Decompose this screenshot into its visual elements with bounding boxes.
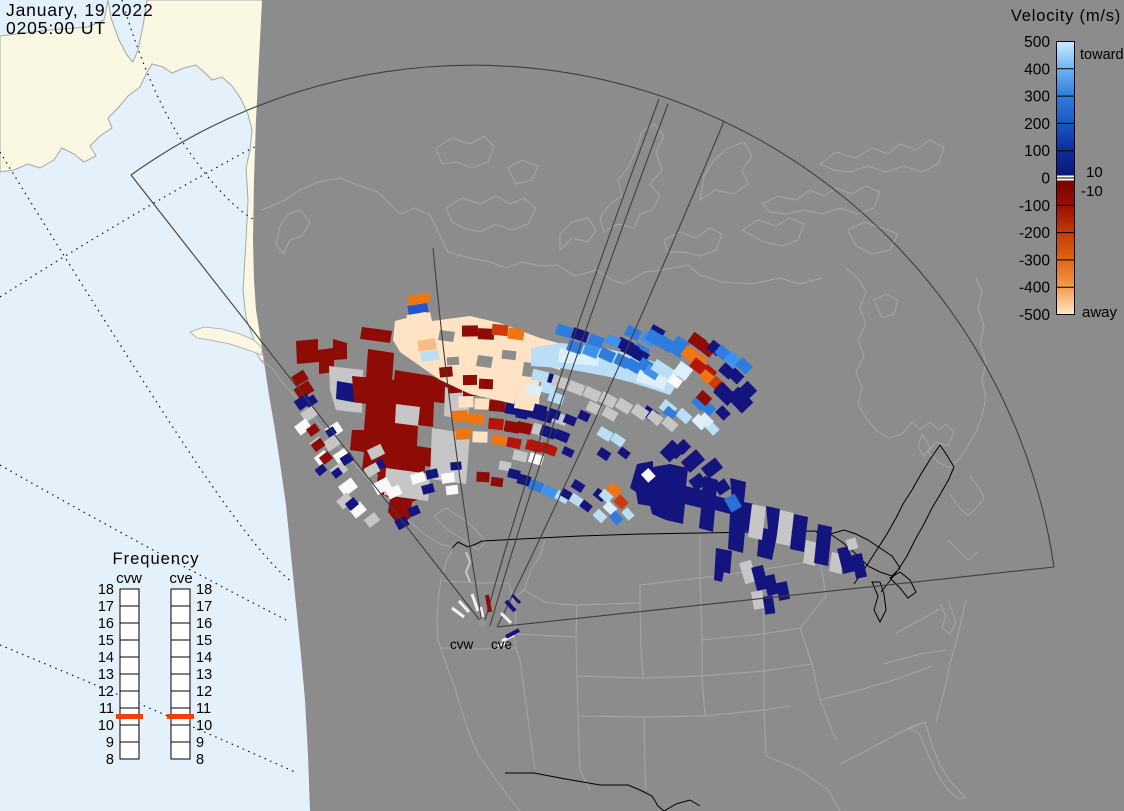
svg-text:0205:00 UT: 0205:00 UT — [6, 18, 106, 38]
svg-text:Frequency: Frequency — [113, 550, 200, 568]
svg-text:9: 9 — [106, 735, 114, 751]
svg-text:13: 13 — [98, 667, 114, 683]
svg-text:cvw: cvw — [450, 637, 474, 652]
svg-text:300: 300 — [1024, 89, 1050, 106]
svg-text:17: 17 — [98, 599, 114, 615]
svg-text:-400: -400 — [1019, 280, 1050, 297]
svg-text:15: 15 — [196, 633, 212, 649]
svg-text:500: 500 — [1024, 34, 1050, 51]
svg-text:January, 19 2022: January, 19 2022 — [6, 0, 154, 20]
svg-text:16: 16 — [98, 616, 114, 632]
svg-text:9: 9 — [196, 735, 204, 751]
svg-text:-500: -500 — [1019, 307, 1050, 324]
svg-text:12: 12 — [98, 684, 114, 700]
svg-text:toward: toward — [1080, 47, 1124, 63]
svg-text:400: 400 — [1024, 61, 1050, 78]
svg-text:17: 17 — [196, 599, 212, 615]
svg-text:cvw: cvw — [116, 570, 142, 587]
svg-text:Velocity (m/s): Velocity (m/s) — [1011, 7, 1121, 25]
svg-text:away: away — [1082, 304, 1118, 321]
svg-text:11: 11 — [99, 701, 114, 717]
svg-text:cve: cve — [491, 637, 512, 652]
svg-text:18: 18 — [98, 582, 114, 598]
svg-text:14: 14 — [98, 650, 114, 666]
svg-text:0: 0 — [1041, 171, 1050, 188]
svg-text:18: 18 — [196, 582, 212, 598]
svg-text:100: 100 — [1024, 143, 1050, 160]
svg-text:-200: -200 — [1019, 225, 1050, 242]
svg-text:16: 16 — [196, 616, 212, 632]
svg-text:10: 10 — [98, 718, 114, 734]
svg-text:-10: -10 — [1081, 183, 1103, 200]
svg-text:10: 10 — [1086, 164, 1103, 181]
svg-text:15: 15 — [98, 633, 114, 649]
svg-text:12: 12 — [196, 684, 212, 700]
svg-text:200: 200 — [1024, 116, 1050, 133]
svg-text:-100: -100 — [1019, 198, 1050, 215]
svg-text:-300: -300 — [1019, 252, 1050, 269]
svg-text:10: 10 — [196, 718, 212, 734]
svg-text:8: 8 — [106, 752, 114, 768]
svg-text:8: 8 — [196, 752, 204, 768]
svg-text:13: 13 — [196, 667, 212, 683]
svg-text:11: 11 — [196, 701, 211, 717]
svg-text:14: 14 — [196, 650, 212, 666]
svg-text:cve: cve — [169, 570, 192, 587]
